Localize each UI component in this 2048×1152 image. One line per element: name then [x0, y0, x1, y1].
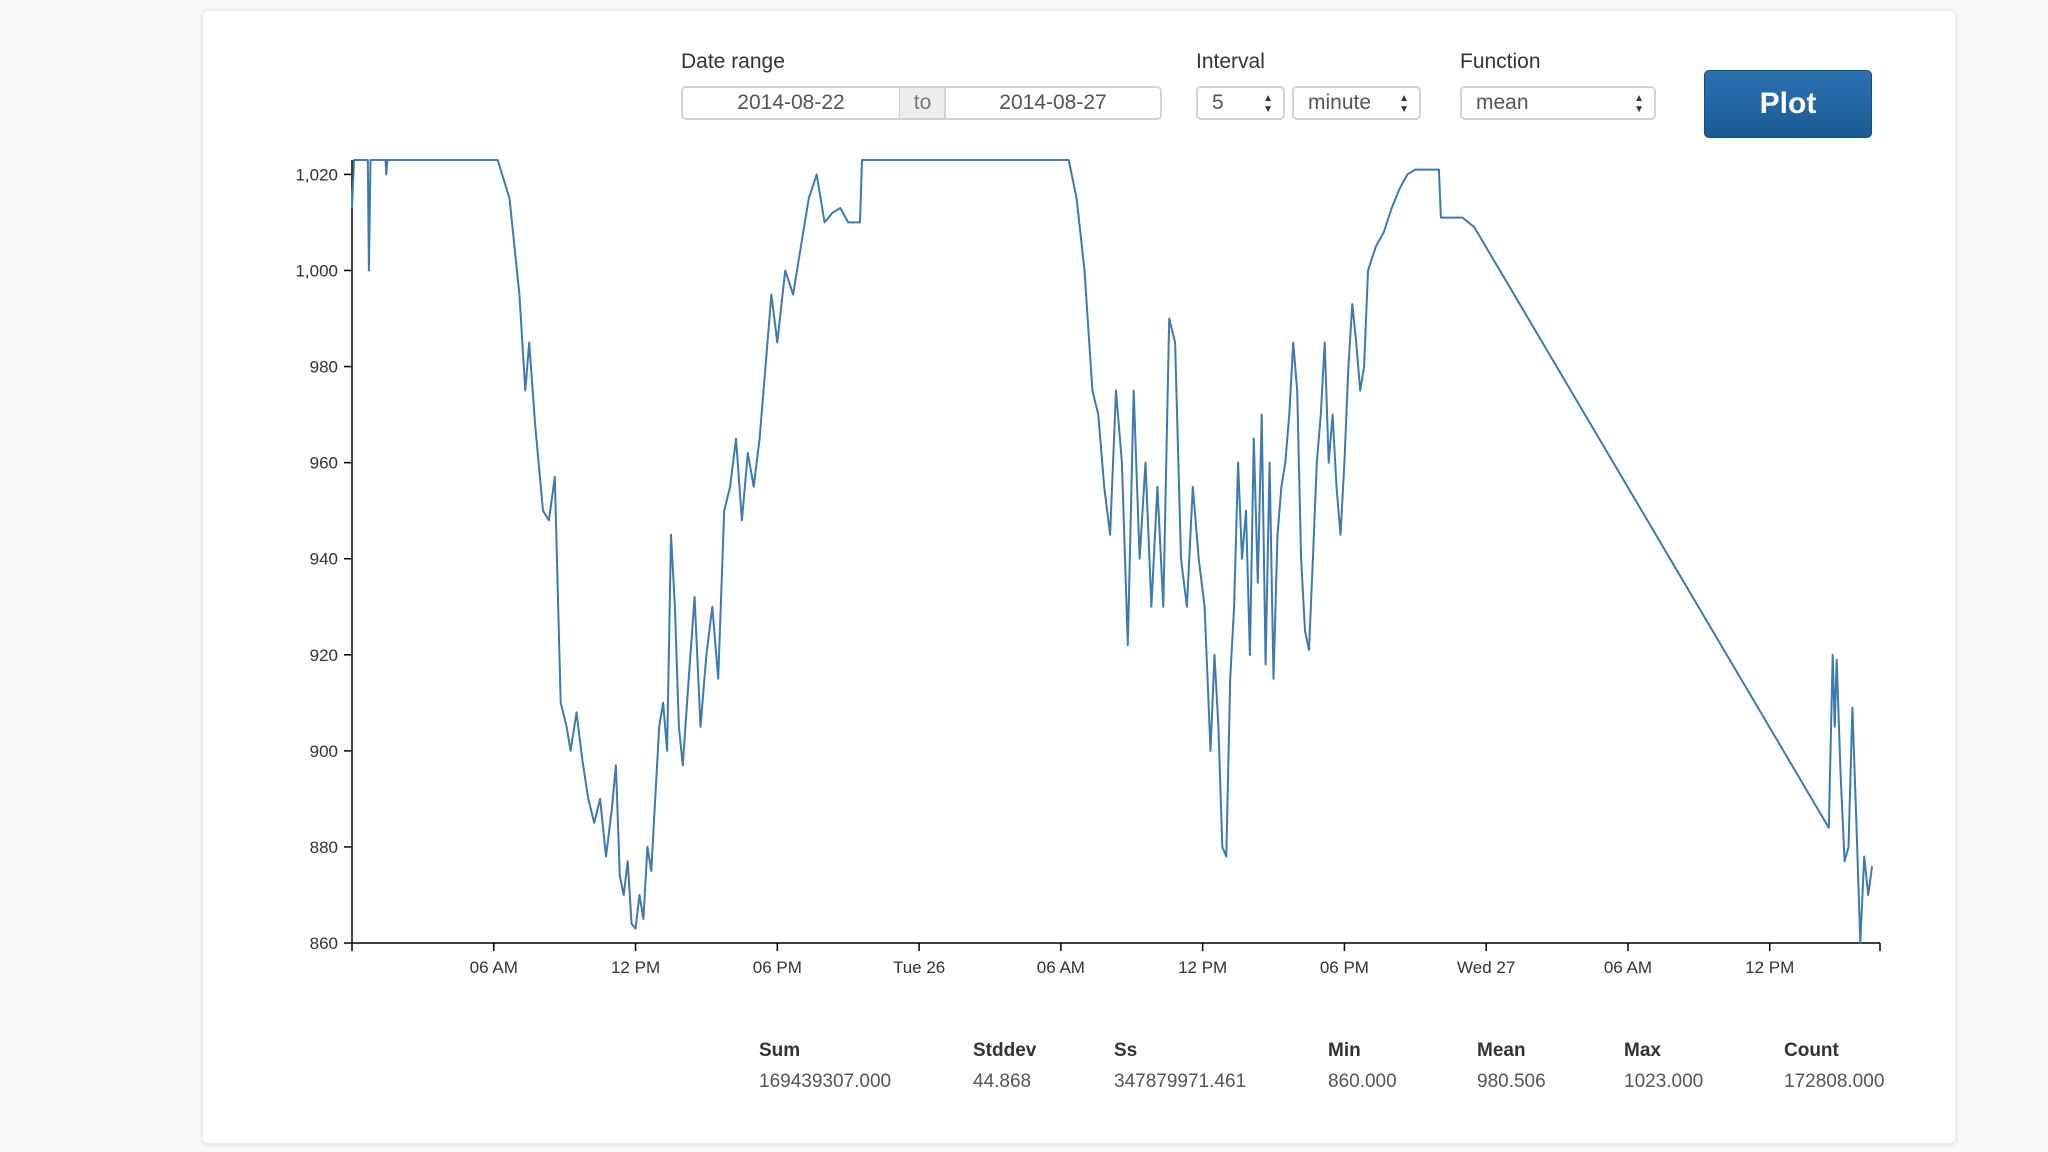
interval-value-text: 5: [1212, 91, 1224, 114]
select-arrows-icon: ▲ ▼: [1263, 93, 1273, 115]
interval-unit-text: minute: [1308, 91, 1372, 114]
x-tick-label: 06 PM: [1320, 958, 1369, 977]
stat-value-min: 860.000: [1328, 1071, 1397, 1092]
x-tick-label: 12 PM: [1745, 958, 1794, 977]
y-tick-label: 1,000: [295, 261, 338, 280]
y-tick-label: 920: [310, 646, 338, 665]
stat-header-ss: Ss: [1114, 1040, 1138, 1061]
stat-header-mean: Mean: [1477, 1040, 1526, 1061]
select-arrows-icon: ▲ ▼: [1399, 93, 1409, 115]
stat-value-sum: 169439307.000: [759, 1071, 892, 1092]
x-tick-label: 12 PM: [1178, 958, 1227, 977]
function-label: Function: [1460, 50, 1541, 73]
x-tick-label: Wed 27: [1457, 958, 1515, 977]
interval-label: Interval: [1196, 50, 1265, 73]
function-text: mean: [1476, 91, 1529, 114]
x-tick-label: 06 PM: [753, 958, 802, 977]
y-tick-label: 1,020: [295, 165, 338, 184]
date-to-separator: to: [900, 86, 945, 120]
stat-header-stddev: Stddev: [973, 1040, 1037, 1061]
select-arrows-icon: ▲ ▼: [1634, 93, 1644, 115]
y-tick-label: 980: [310, 358, 338, 377]
interval-value-select[interactable]: 5 ▲ ▼: [1196, 86, 1285, 120]
stat-header-count: Count: [1784, 1040, 1839, 1061]
x-tick-label: 06 AM: [470, 958, 518, 977]
stat-header-max: Max: [1624, 1040, 1661, 1061]
y-tick-label: 960: [310, 454, 338, 473]
y-tick-label: 940: [310, 550, 338, 569]
y-tick-label: 860: [310, 934, 338, 953]
chart-panel: [202, 10, 1956, 1144]
y-tick-label: 900: [310, 742, 338, 761]
x-tick-label: 06 AM: [1037, 958, 1085, 977]
stat-value-max: 1023.000: [1624, 1071, 1704, 1092]
interval-unit-select[interactable]: minute ▲ ▼: [1292, 86, 1421, 120]
x-tick-label: Tue 26: [893, 958, 945, 977]
stat-value-ss: 347879971.461: [1114, 1071, 1247, 1092]
stat-header-min: Min: [1328, 1040, 1361, 1061]
stat-value-count: 172808.000: [1784, 1071, 1885, 1092]
date-from-input[interactable]: 2014-08-22: [681, 86, 901, 120]
function-select[interactable]: mean ▲ ▼: [1460, 86, 1656, 120]
stat-header-sum: Sum: [759, 1040, 801, 1061]
stat-value-stddev: 44.868: [973, 1071, 1032, 1092]
x-tick-label: 06 AM: [1604, 958, 1652, 977]
y-tick-label: 880: [310, 838, 338, 857]
plot-button[interactable]: Plot: [1704, 70, 1872, 138]
date-to-input[interactable]: 2014-08-27: [944, 86, 1162, 120]
date-range-label: Date range: [681, 50, 785, 73]
stat-value-mean: 980.506: [1477, 1071, 1546, 1092]
x-tick-label: 12 PM: [611, 958, 660, 977]
series-line: [351, 159, 1874, 944]
